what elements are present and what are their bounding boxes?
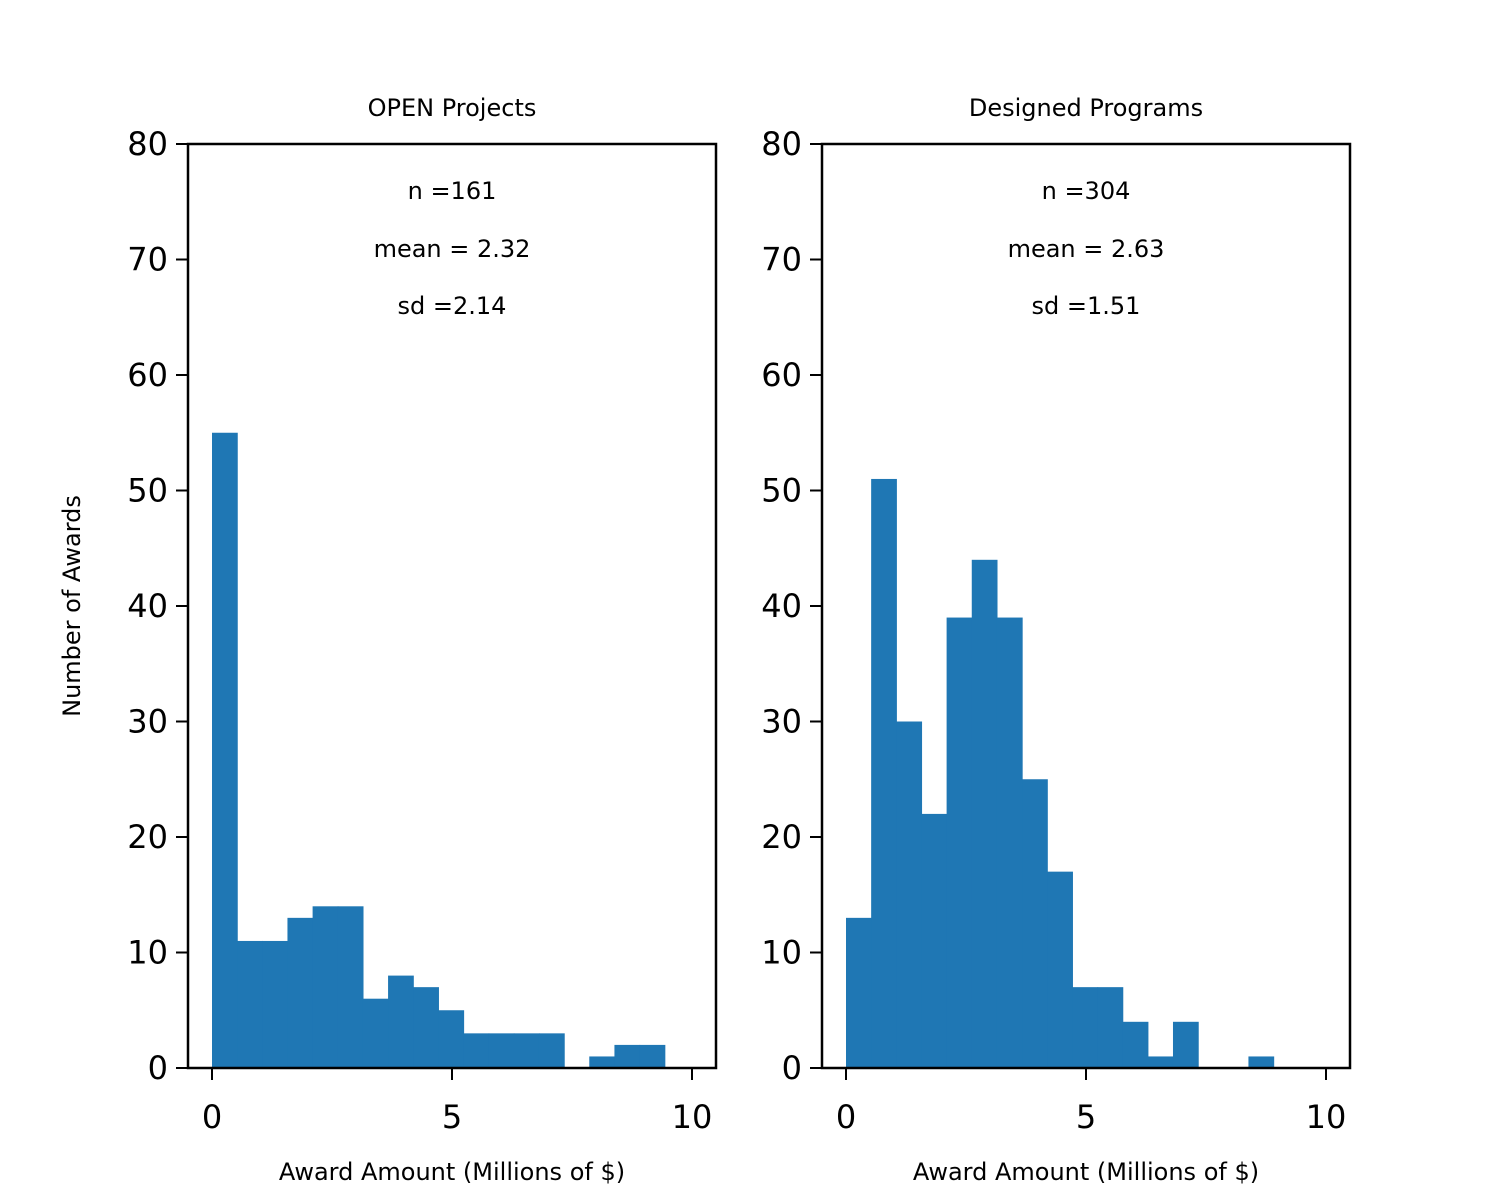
y-tick-label: 20 (127, 818, 168, 856)
x-tick-label: 10 (672, 1098, 713, 1136)
stat-mean: mean = 2.63 (1008, 235, 1165, 263)
x-tick-label: 0 (836, 1098, 856, 1136)
histogram-bar (337, 906, 364, 1068)
histogram-bar (262, 940, 289, 1068)
histogram-bar (1047, 871, 1073, 1068)
histogram-bar (946, 617, 973, 1068)
histogram-bar (312, 906, 339, 1068)
stat-sd: sd =1.51 (1032, 292, 1141, 320)
histogram-bar (996, 617, 1023, 1068)
histogram-bar (438, 1010, 465, 1068)
x-axis-label: Award Amount (Millions of $) (913, 1158, 1259, 1186)
subplot-title: OPEN Projects (368, 94, 537, 122)
x-tick-label: 5 (442, 1098, 462, 1136)
y-tick-label: 70 (761, 241, 802, 279)
x-axis-label: Award Amount (Millions of $) (279, 1158, 625, 1186)
panel-designed-programs: 0 10 20 30 40 50 60 70 80 0 5 10 Designed Programs… (761, 94, 1352, 1186)
histogram-bar (1022, 779, 1048, 1068)
histogram-bar (1172, 1021, 1199, 1068)
y-tick-label: 10 (127, 934, 168, 972)
histogram-bar (1122, 1021, 1149, 1068)
histogram-bar (846, 917, 872, 1068)
y-tick-label: 70 (127, 241, 168, 279)
x-tick-label: 10 (1306, 1098, 1347, 1136)
stat-sd: sd =2.14 (398, 292, 507, 320)
histogram-bar (1248, 1056, 1275, 1068)
panel-open-projects: 0 10 20 30 40 50 60 70 80 0 5 10 OPEN Projects n =… (58, 94, 718, 1186)
y-tick-label: 60 (761, 356, 802, 394)
subplot-title: Designed Programs (969, 94, 1203, 122)
y-tick-label: 20 (761, 818, 802, 856)
y-tick-label: 50 (127, 472, 168, 510)
histogram-bar (589, 1056, 616, 1068)
y-tick-label: 10 (761, 934, 802, 972)
stat-mean: mean = 2.32 (374, 235, 531, 263)
histogram-bar (639, 1044, 666, 1068)
histogram-bar (871, 478, 897, 1068)
y-axis-label: Number of Awards (58, 495, 86, 717)
histogram-bar (971, 559, 998, 1068)
histogram-bar (1147, 1056, 1174, 1068)
histogram-bar (1072, 987, 1099, 1068)
histogram-bar (921, 813, 948, 1068)
y-tick-label: 60 (127, 356, 168, 394)
histogram-bar (614, 1044, 641, 1068)
histogram-bar (513, 1033, 540, 1068)
histogram-bar (287, 917, 314, 1068)
y-tick-label: 0 (782, 1049, 802, 1087)
y-tick-label: 30 (127, 703, 168, 741)
axes-frame (186, 142, 718, 1070)
y-tick-label: 50 (761, 472, 802, 510)
histogram-bar (896, 721, 923, 1068)
x-tick-label: 0 (202, 1098, 222, 1136)
y-tick-label: 40 (127, 587, 168, 625)
histogram-bar (413, 987, 439, 1068)
y-tick-label: 40 (761, 587, 802, 625)
y-tick-label: 30 (761, 703, 802, 741)
histogram-bar (538, 1033, 565, 1068)
stat-n: n =304 (1042, 177, 1131, 205)
histogram-bar (237, 940, 263, 1068)
stat-n: n =161 (408, 177, 497, 205)
histogram-bar (212, 432, 238, 1068)
histogram-bar (362, 998, 389, 1068)
histogram-bar (388, 975, 414, 1068)
histogram-bar (1097, 987, 1124, 1068)
y-tick-label: 80 (761, 125, 802, 163)
histogram-bar (488, 1033, 515, 1068)
x-tick-label: 5 (1076, 1098, 1096, 1136)
y-tick-label: 0 (148, 1049, 168, 1087)
y-tick-label: 80 (127, 125, 168, 163)
histogram-bar (463, 1033, 490, 1068)
